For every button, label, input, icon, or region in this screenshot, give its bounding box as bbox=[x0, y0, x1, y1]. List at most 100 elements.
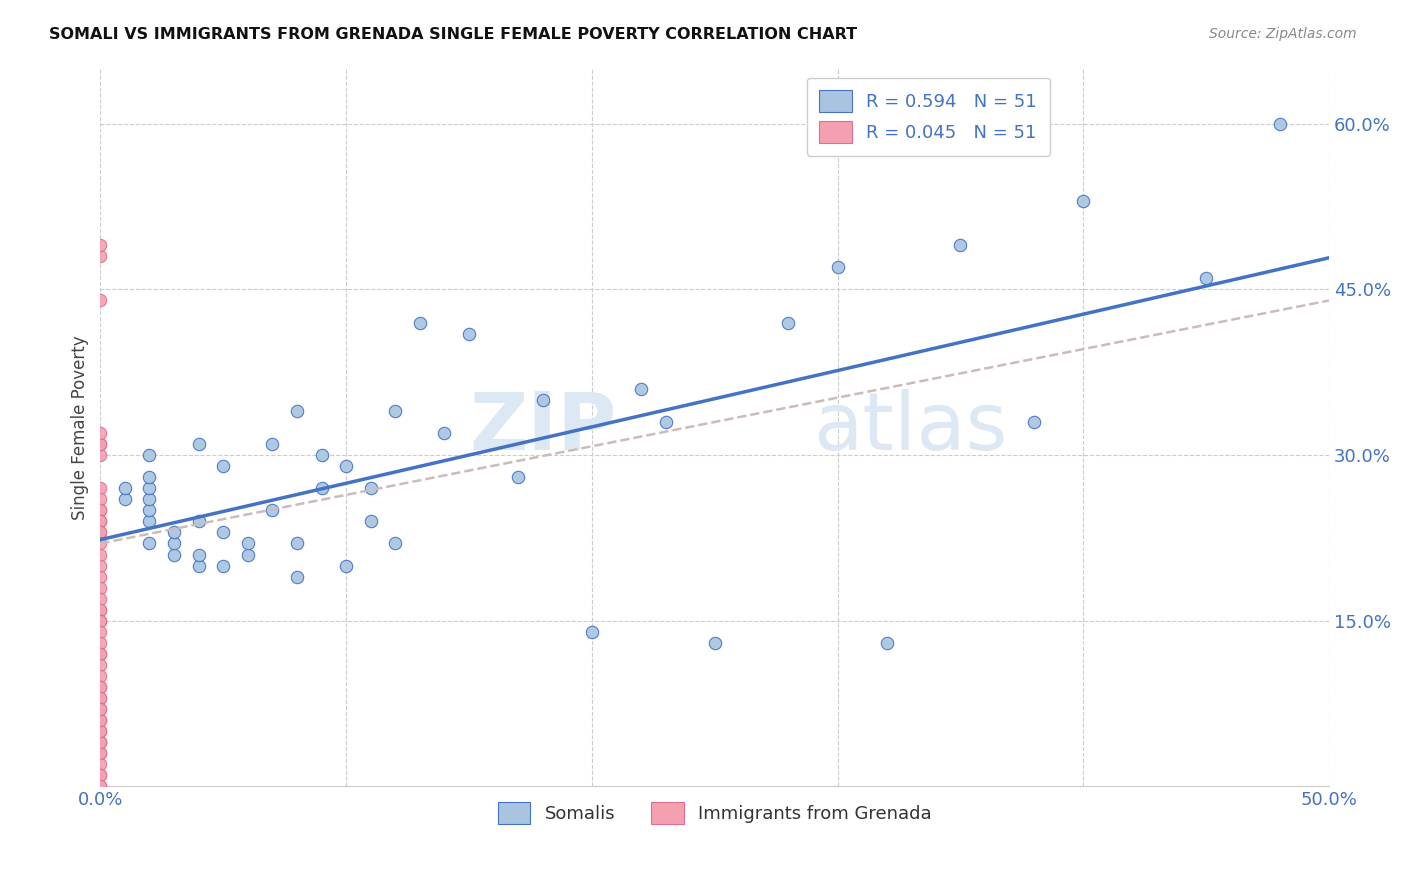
Point bbox=[163, 548, 186, 562]
Point bbox=[581, 624, 603, 639]
Point bbox=[1024, 415, 1046, 429]
Point bbox=[89, 735, 111, 749]
Point bbox=[89, 724, 111, 739]
Point bbox=[89, 768, 111, 782]
Point bbox=[89, 735, 111, 749]
Point bbox=[138, 503, 160, 517]
Point bbox=[654, 415, 676, 429]
Point bbox=[1195, 271, 1218, 285]
Point bbox=[384, 536, 406, 550]
Text: atlas: atlas bbox=[813, 389, 1007, 467]
Point bbox=[876, 636, 898, 650]
Point bbox=[89, 747, 111, 761]
Point bbox=[138, 536, 160, 550]
Point bbox=[1071, 194, 1094, 208]
Point bbox=[163, 536, 186, 550]
Point bbox=[335, 558, 357, 573]
Point bbox=[384, 404, 406, 418]
Point bbox=[506, 470, 529, 484]
Point bbox=[212, 558, 235, 573]
Point bbox=[138, 448, 160, 462]
Point bbox=[433, 425, 456, 440]
Point bbox=[89, 713, 111, 727]
Point bbox=[187, 548, 209, 562]
Point bbox=[89, 437, 111, 451]
Point bbox=[89, 425, 111, 440]
Point bbox=[138, 492, 160, 507]
Point bbox=[89, 558, 111, 573]
Point bbox=[89, 603, 111, 617]
Point bbox=[89, 548, 111, 562]
Point bbox=[89, 702, 111, 716]
Point bbox=[163, 525, 186, 540]
Point bbox=[89, 503, 111, 517]
Text: Source: ZipAtlas.com: Source: ZipAtlas.com bbox=[1209, 27, 1357, 41]
Point bbox=[89, 293, 111, 308]
Point bbox=[409, 316, 432, 330]
Point bbox=[89, 437, 111, 451]
Point bbox=[89, 680, 111, 694]
Point bbox=[114, 492, 136, 507]
Point bbox=[89, 780, 111, 794]
Point bbox=[531, 392, 554, 407]
Point bbox=[89, 624, 111, 639]
Point bbox=[89, 238, 111, 252]
Point bbox=[89, 680, 111, 694]
Point bbox=[949, 238, 972, 252]
Point bbox=[89, 713, 111, 727]
Point bbox=[89, 481, 111, 495]
Point bbox=[89, 657, 111, 672]
Point bbox=[89, 691, 111, 706]
Point bbox=[89, 515, 111, 529]
Point bbox=[187, 437, 209, 451]
Point bbox=[285, 404, 308, 418]
Point bbox=[89, 581, 111, 595]
Point bbox=[778, 316, 800, 330]
Point bbox=[138, 470, 160, 484]
Point bbox=[89, 647, 111, 661]
Point bbox=[89, 448, 111, 462]
Point bbox=[89, 757, 111, 772]
Point bbox=[187, 558, 209, 573]
Point bbox=[89, 515, 111, 529]
Point bbox=[89, 768, 111, 782]
Point bbox=[89, 503, 111, 517]
Point bbox=[89, 735, 111, 749]
Point bbox=[89, 249, 111, 263]
Point bbox=[311, 481, 333, 495]
Point bbox=[360, 481, 382, 495]
Point bbox=[262, 437, 284, 451]
Point bbox=[89, 669, 111, 683]
Point bbox=[703, 636, 725, 650]
Point bbox=[89, 636, 111, 650]
Point bbox=[1268, 117, 1291, 131]
Point bbox=[89, 603, 111, 617]
Point bbox=[89, 525, 111, 540]
Point bbox=[89, 536, 111, 550]
Point bbox=[285, 536, 308, 550]
Legend: Somalis, Immigrants from Grenada: Somalis, Immigrants from Grenada bbox=[486, 791, 942, 835]
Point bbox=[114, 481, 136, 495]
Point bbox=[89, 691, 111, 706]
Point bbox=[138, 515, 160, 529]
Point bbox=[262, 503, 284, 517]
Point bbox=[89, 780, 111, 794]
Point bbox=[89, 591, 111, 606]
Point bbox=[236, 536, 259, 550]
Point bbox=[630, 382, 652, 396]
Point bbox=[360, 515, 382, 529]
Point bbox=[89, 702, 111, 716]
Point bbox=[89, 747, 111, 761]
Point bbox=[827, 260, 849, 275]
Point bbox=[89, 724, 111, 739]
Point bbox=[311, 448, 333, 462]
Y-axis label: Single Female Poverty: Single Female Poverty bbox=[72, 335, 89, 520]
Point bbox=[89, 569, 111, 583]
Text: ZIP: ZIP bbox=[470, 389, 616, 467]
Point bbox=[212, 459, 235, 474]
Point bbox=[138, 481, 160, 495]
Point bbox=[187, 515, 209, 529]
Point bbox=[89, 614, 111, 628]
Point bbox=[89, 492, 111, 507]
Point bbox=[89, 614, 111, 628]
